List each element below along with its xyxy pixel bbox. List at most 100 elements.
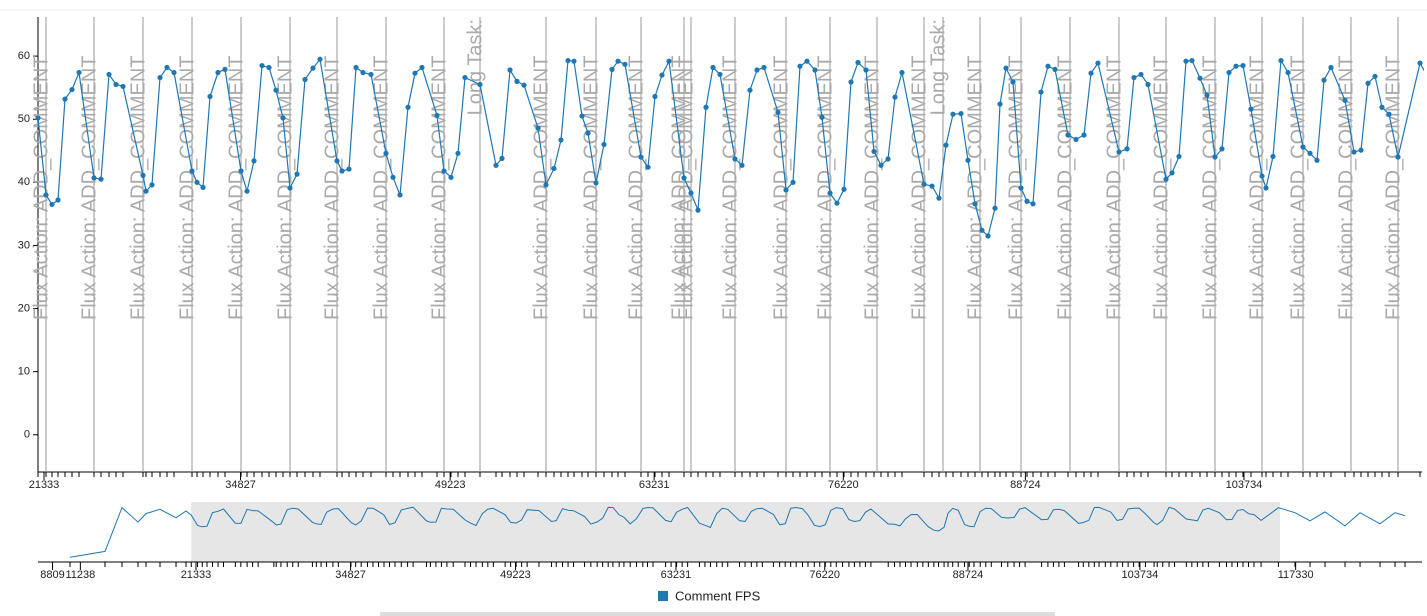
point	[360, 69, 366, 76]
series-line	[38, 57, 1424, 238]
point	[1138, 71, 1144, 78]
point	[189, 168, 195, 174]
event-label: Flux Action: ADD_COMMENT	[321, 55, 343, 320]
point	[609, 66, 615, 72]
point	[1379, 104, 1385, 110]
point	[405, 104, 411, 110]
point	[390, 174, 396, 180]
point	[113, 81, 119, 88]
x-tick-label: 103734	[1226, 479, 1263, 491]
point	[1010, 79, 1016, 85]
y-tick-label: 20	[18, 302, 30, 314]
legend-swatch	[658, 591, 668, 601]
point	[551, 165, 557, 172]
point	[43, 192, 49, 198]
point	[929, 183, 935, 189]
point	[761, 64, 767, 71]
point	[747, 87, 753, 93]
point	[1038, 89, 1044, 95]
point	[120, 83, 126, 90]
point	[1219, 146, 1225, 152]
point	[972, 201, 978, 207]
point	[579, 113, 585, 119]
point	[601, 141, 607, 148]
point	[710, 64, 716, 71]
point	[1197, 75, 1203, 81]
event-label: Flux Action: ADD_COMMENT	[370, 55, 392, 320]
point	[1176, 153, 1182, 160]
point	[280, 115, 286, 121]
point	[878, 162, 884, 168]
event-label: Flux Action: ADD_COMMENT	[814, 55, 836, 320]
point	[622, 61, 628, 67]
point	[819, 114, 825, 120]
event-label: Flux Action: ADD_COMMENT	[1150, 55, 1172, 320]
point	[1024, 198, 1030, 204]
legend-label: Comment FPS	[675, 588, 761, 603]
point	[339, 168, 345, 174]
point	[615, 58, 621, 64]
point	[164, 64, 170, 71]
x-tick-label: 88724	[1010, 479, 1041, 491]
point	[558, 137, 564, 143]
point	[652, 93, 658, 100]
point	[238, 168, 244, 174]
point	[1045, 63, 1051, 69]
point	[106, 71, 112, 78]
point	[965, 157, 971, 163]
point	[266, 64, 272, 71]
point	[1259, 173, 1265, 179]
point	[985, 233, 991, 239]
point	[565, 57, 571, 64]
point	[368, 71, 374, 78]
point	[1270, 153, 1276, 160]
point	[593, 180, 599, 186]
point	[1030, 201, 1036, 207]
point	[287, 185, 293, 191]
event-label: Flux Action: ADD_COMMENT	[1005, 55, 1027, 320]
point	[892, 94, 898, 100]
point	[992, 205, 998, 211]
point	[703, 104, 709, 110]
legend: Comment FPS	[658, 588, 761, 603]
point	[1065, 132, 1071, 138]
point	[521, 82, 527, 88]
point	[936, 195, 942, 201]
overview-plot: 8809 11238 21333 34827 49223 63231 76220 88724 1…	[38, 502, 1422, 581]
y-tick-label: 10	[18, 366, 30, 378]
event-label: Flux Action: ADD_COMMENT	[964, 55, 986, 320]
event-label: Flux Action: ADD_COMMENT	[1103, 55, 1125, 320]
scroll-bar	[380, 612, 1055, 616]
point	[1395, 154, 1401, 160]
point	[958, 110, 964, 117]
y-tick-label: 60	[18, 50, 30, 62]
point	[1204, 92, 1210, 98]
point	[638, 154, 644, 160]
point	[739, 162, 745, 168]
point	[645, 164, 651, 170]
point	[863, 67, 869, 73]
event-label: Flux Action: ADD_COMMENT	[30, 55, 52, 320]
point	[477, 81, 483, 88]
main-plot: 0 10 20 30 40 50 60 21333 34827 49223 63231 76220 88…	[18, 17, 1424, 491]
event-label: Flux Action: ADD_COMMENT	[1335, 55, 1357, 320]
point	[848, 79, 854, 85]
point	[659, 72, 665, 78]
event-label: Flux Action: ADD_COMMENT	[225, 55, 247, 320]
point	[98, 176, 104, 182]
point	[1189, 57, 1195, 64]
point	[1321, 77, 1327, 83]
point	[171, 69, 177, 76]
point	[273, 87, 279, 93]
event-label: Flux Action: ADD_COMMENT	[1246, 55, 1268, 320]
point	[1417, 60, 1423, 66]
point	[571, 58, 577, 64]
point	[207, 93, 213, 100]
point	[1307, 150, 1313, 156]
y-tick-label: 30	[18, 239, 30, 251]
point	[493, 162, 499, 168]
x-tick-label: 49223	[435, 479, 466, 491]
point	[855, 59, 861, 66]
x-tick-label: 21333	[29, 479, 60, 491]
event-label: Flux Action: ADD_COMMENT	[861, 55, 883, 320]
